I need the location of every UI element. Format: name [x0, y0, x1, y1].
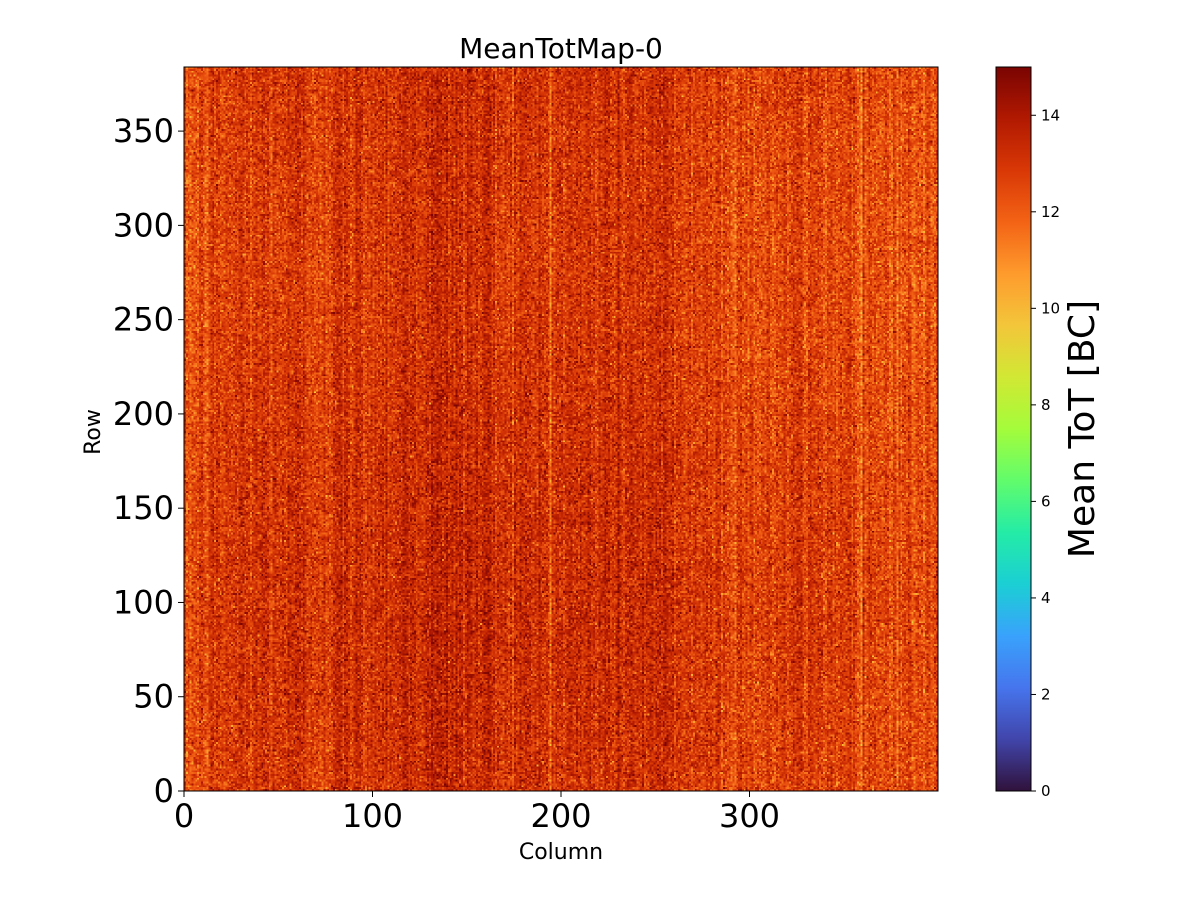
- colorbar-tick-label: 12: [1041, 203, 1060, 221]
- colorbar-tick-label: 14: [1041, 106, 1060, 124]
- y-tick-label: 300: [113, 206, 174, 244]
- colorbar-tick-label: 0: [1041, 782, 1051, 800]
- colorbar-tick-label: 8: [1041, 396, 1051, 414]
- y-tick-label: 250: [113, 301, 174, 339]
- heatmap-image: [184, 67, 938, 791]
- y-tick-label: 100: [113, 583, 174, 621]
- colorbar-label: Mean ToT [BC]: [1062, 300, 1103, 558]
- colorbar-tick-label: 2: [1041, 685, 1051, 703]
- x-axis-ticks: 0 100 200 300: [174, 791, 780, 835]
- y-tick-label: 200: [113, 395, 174, 433]
- x-tick-label: 0: [174, 797, 194, 835]
- x-axis-label: Column: [519, 840, 603, 865]
- x-tick-label: 300: [719, 797, 780, 835]
- colorbar-tick-label: 6: [1041, 492, 1051, 510]
- x-tick-label: 100: [342, 797, 403, 835]
- chart-title: MeanTotMap-0: [459, 32, 663, 65]
- colorbar: 0 2 4 6 8 10 12 14 Mean ToT [BC]: [995, 66, 1103, 800]
- y-tick-label: 150: [113, 489, 174, 527]
- colorbar-gradient: [996, 67, 1031, 791]
- x-tick-label: 200: [530, 797, 591, 835]
- heatmap-plot-area: [183, 66, 939, 792]
- colorbar-tick-label: 10: [1041, 299, 1060, 317]
- y-tick-label: 0: [154, 772, 174, 810]
- y-tick-label: 350: [113, 112, 174, 150]
- y-axis-label: Row: [81, 409, 106, 455]
- colorbar-ticks: 0 2 4 6 8 10 12 14: [1031, 106, 1060, 800]
- colorbar-frame: [995, 66, 1032, 792]
- y-axis-ticks: 0 50 100 150 200 250 300 350: [113, 112, 184, 810]
- y-tick-label: 50: [133, 678, 174, 716]
- colorbar-tick-label: 4: [1041, 589, 1051, 607]
